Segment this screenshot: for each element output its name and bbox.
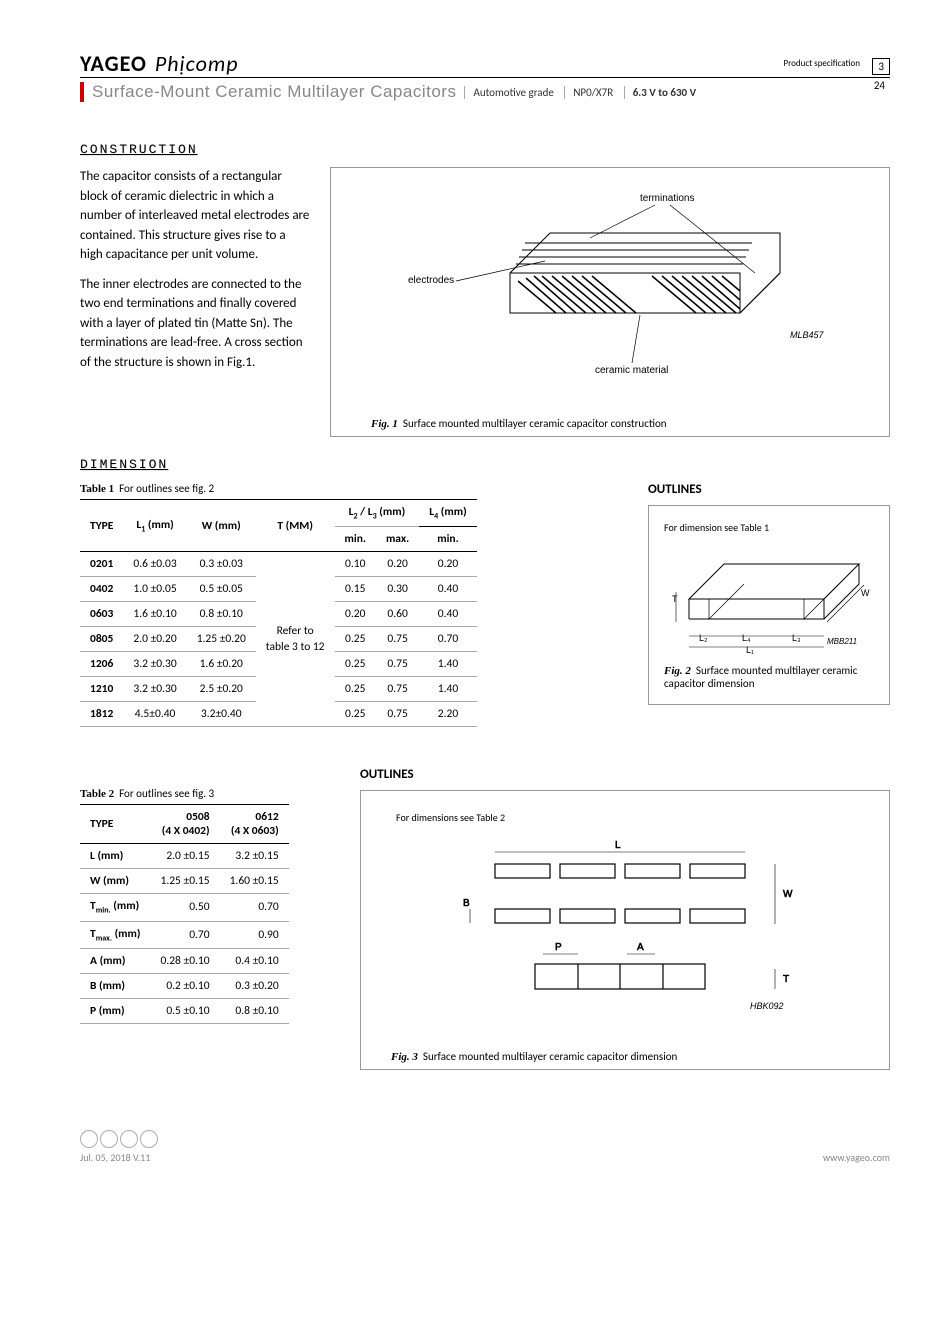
t2-h-type: TYPE — [80, 805, 150, 844]
brand2: Phịcomp — [155, 50, 239, 77]
t1-h-max: max. — [376, 527, 419, 552]
t1-caption: For outlines see fig. 2 — [119, 482, 214, 495]
t1-h-min: min. — [335, 527, 376, 552]
svg-text:L: L — [615, 840, 621, 851]
svg-text:L₄: L₄ — [742, 633, 751, 643]
cert-icons — [80, 1130, 160, 1151]
outlines-heading2: OUTLINES — [360, 767, 890, 782]
fig1-caption: Surface mounted multilayer ceramic capac… — [403, 417, 667, 430]
section-dimension: DIMENSION — [80, 457, 890, 472]
construction-p2: The inner electrodes are connected to th… — [80, 275, 310, 373]
svg-text:L₁: L₁ — [746, 645, 754, 654]
svg-text:A: A — [637, 942, 644, 953]
t1-h-t: T (MM) — [256, 500, 335, 552]
svg-text:L₂: L₂ — [699, 633, 708, 643]
t2-c1s: (4 X 0402) — [162, 824, 210, 838]
figure-3: For dimensions see Table 2 L W B P A — [360, 790, 890, 1070]
fig1-electrodes: electrodes — [408, 275, 454, 286]
section-construction: CONSTRUCTION — [80, 142, 890, 157]
t1-h-w: W (mm) — [187, 500, 256, 552]
fig1-num: Fig. 1 — [371, 418, 398, 430]
svg-text:B: B — [463, 898, 470, 909]
svg-text:L₃: L₃ — [792, 633, 801, 643]
svg-text:MBB211: MBB211 — [827, 637, 857, 646]
fig2-note: For dimension see Table 1 — [664, 521, 874, 534]
fig2-caption: Surface mounted multilayer ceramic capac… — [664, 664, 857, 690]
svg-text:P: P — [555, 942, 562, 953]
t1-h-type: TYPE — [80, 500, 123, 552]
t1-h-min2: min. — [419, 527, 476, 552]
svg-text:HBK092: HBK092 — [750, 1001, 784, 1011]
footer-url: www.yageo.com — [823, 1151, 890, 1164]
svg-text:W: W — [861, 588, 870, 598]
table-2: TYPE 0508(4 X 0402) 0612(4 X 0603) L (mm… — [80, 804, 289, 1024]
subtitle: Surface-Mount Ceramic Multilayer Capacit… — [92, 82, 456, 102]
footer-date: Jul. 05, 2018 V.11 — [80, 1151, 160, 1164]
meta-grade: Automotive grade — [464, 86, 561, 99]
t2-caption: For outlines see fig. 3 — [119, 787, 214, 800]
t1-num: Table 1 — [80, 483, 114, 495]
fig2-num: Fig. 2 — [664, 665, 691, 677]
outlines-heading: OUTLINES — [648, 482, 890, 497]
accent-bar — [80, 82, 84, 102]
page-cur: 3 — [872, 58, 890, 75]
brand: YAGEO — [80, 50, 147, 77]
table-1: TYPE L1 (mm) W (mm) T (MM) L2 / L3 (mm) … — [80, 499, 477, 727]
fig3-num: Fig. 3 — [391, 1051, 418, 1063]
fig3-caption: Surface mounted multilayer ceramic capac… — [423, 1050, 677, 1063]
t2-num: Table 2 — [80, 788, 114, 800]
fig1-ceramic: ceramic material — [595, 365, 668, 376]
fig1-terminations: terminations — [640, 193, 694, 204]
meta-dielectric: NP0/X7R — [564, 86, 621, 99]
prod-spec: Product specification — [783, 58, 860, 69]
svg-text:T: T — [783, 974, 789, 985]
figure-1: terminations electrodes — [330, 167, 890, 437]
svg-text:T: T — [672, 594, 678, 604]
construction-p1: The capacitor consists of a rectangular … — [80, 167, 310, 265]
t2-c2s: (4 X 0603) — [231, 824, 279, 838]
page-total: 24 — [869, 77, 890, 93]
page-number: 3 24 — [869, 58, 890, 93]
footer: Jul. 05, 2018 V.11 www.yageo.com — [80, 1130, 890, 1164]
fig3-note: For dimensions see Table 2 — [396, 811, 874, 824]
svg-text:W: W — [783, 889, 793, 900]
t2-c2: 0612 — [255, 810, 278, 824]
meta-voltage: 6.3 V to 630 V — [624, 86, 704, 99]
figure-2: For dimension see Table 1 T W L₂L₄L₃ L₁ … — [648, 505, 890, 705]
t1-h-l4: L4 (mm) — [419, 500, 476, 527]
t1-h-l23: L2 / L3 (mm) — [335, 500, 420, 527]
t2-c1: 0508 — [186, 810, 209, 824]
fig1-code: MLB457 — [790, 330, 825, 340]
t1-h-l1: L1 (mm) — [123, 500, 186, 552]
